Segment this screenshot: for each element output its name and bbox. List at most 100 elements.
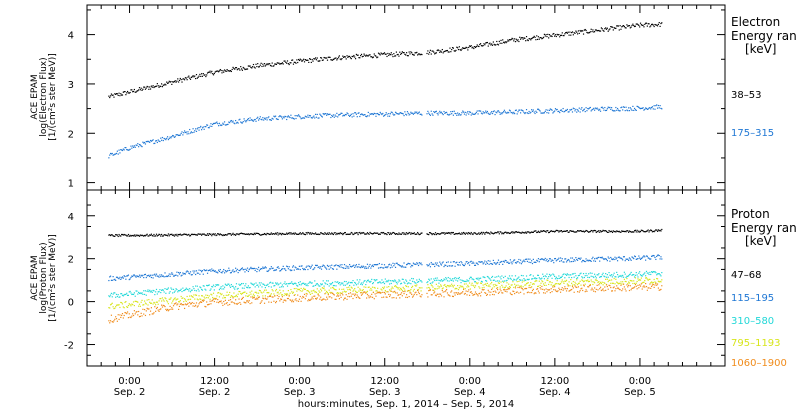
data-point	[296, 284, 298, 287]
data-point	[275, 63, 278, 66]
data-point	[154, 86, 156, 88]
data-point	[110, 153, 113, 155]
data-point	[109, 296, 111, 298]
data-point	[498, 291, 500, 293]
data-point	[149, 141, 151, 143]
series-0-1	[108, 104, 663, 159]
data-point	[571, 284, 574, 286]
data-point	[508, 286, 511, 288]
data-point	[650, 287, 652, 289]
data-point	[194, 75, 196, 77]
data-point	[478, 110, 480, 112]
data-point	[531, 286, 533, 288]
data-point	[276, 118, 278, 120]
data-point	[617, 283, 620, 285]
data-point	[352, 233, 354, 236]
data-point	[645, 107, 648, 110]
data-point	[325, 267, 327, 269]
data-point	[569, 109, 571, 111]
data-marks	[108, 21, 663, 324]
data-point	[286, 233, 289, 235]
data-point	[453, 110, 455, 112]
data-point	[572, 34, 574, 36]
data-point	[437, 293, 439, 295]
data-point	[214, 122, 216, 124]
data-point	[392, 280, 394, 282]
data-point	[317, 284, 319, 286]
data-point	[172, 300, 174, 302]
data-point	[155, 140, 158, 142]
data-point	[284, 268, 286, 270]
data-point	[594, 229, 596, 232]
data-point	[379, 233, 381, 235]
data-point	[126, 235, 128, 237]
data-point	[513, 278, 515, 280]
data-point	[411, 232, 413, 234]
data-point	[323, 287, 325, 289]
data-point	[567, 285, 569, 287]
data-point	[177, 303, 179, 305]
data-point	[625, 231, 627, 233]
data-point	[322, 287, 324, 290]
data-point	[170, 308, 172, 310]
data-point	[213, 300, 215, 303]
data-point	[252, 233, 254, 235]
data-point	[225, 70, 227, 72]
data-point	[490, 231, 492, 233]
data-point	[319, 60, 321, 62]
data-point	[228, 267, 230, 269]
data-point	[149, 302, 152, 304]
data-point	[255, 298, 257, 300]
data-point	[660, 281, 662, 283]
data-point	[406, 55, 409, 57]
data-point	[357, 233, 359, 236]
data-point	[303, 58, 305, 60]
data-point	[644, 286, 646, 288]
data-point	[609, 274, 611, 276]
data-point	[462, 47, 464, 49]
data-point	[156, 235, 158, 237]
data-point	[452, 295, 454, 298]
data-point	[229, 303, 231, 306]
axis-ticks	[86, 5, 725, 366]
data-point	[173, 235, 175, 237]
data-point	[115, 306, 117, 308]
data-point	[227, 283, 229, 285]
data-point	[452, 286, 454, 288]
data-point	[186, 270, 188, 272]
data-point	[311, 58, 313, 61]
data-point	[502, 263, 504, 265]
data-point	[204, 288, 206, 290]
data-point	[157, 309, 159, 311]
data-point	[251, 67, 253, 69]
data-point	[443, 296, 445, 298]
data-point	[591, 272, 593, 274]
data-point	[598, 273, 600, 275]
data-point	[296, 115, 298, 117]
data-point	[430, 110, 432, 112]
data-point	[271, 296, 273, 298]
data-point	[590, 28, 592, 30]
data-point	[326, 283, 329, 286]
data-point	[108, 157, 110, 159]
data-point	[573, 231, 575, 233]
data-point	[388, 54, 390, 56]
data-point	[161, 289, 164, 291]
data-point	[479, 43, 481, 46]
data-point	[332, 287, 335, 289]
data-point	[372, 113, 375, 116]
data-point	[168, 235, 170, 237]
data-point	[579, 273, 581, 275]
data-point	[177, 235, 179, 237]
data-point	[275, 290, 277, 292]
data-point	[396, 233, 398, 235]
data-point	[333, 58, 335, 60]
data-point	[155, 307, 158, 310]
data-point	[137, 293, 139, 295]
data-point	[151, 313, 153, 315]
data-point	[517, 277, 519, 279]
data-point	[160, 291, 162, 294]
data-point	[156, 141, 158, 144]
data-point	[487, 285, 489, 287]
data-point	[639, 258, 642, 260]
